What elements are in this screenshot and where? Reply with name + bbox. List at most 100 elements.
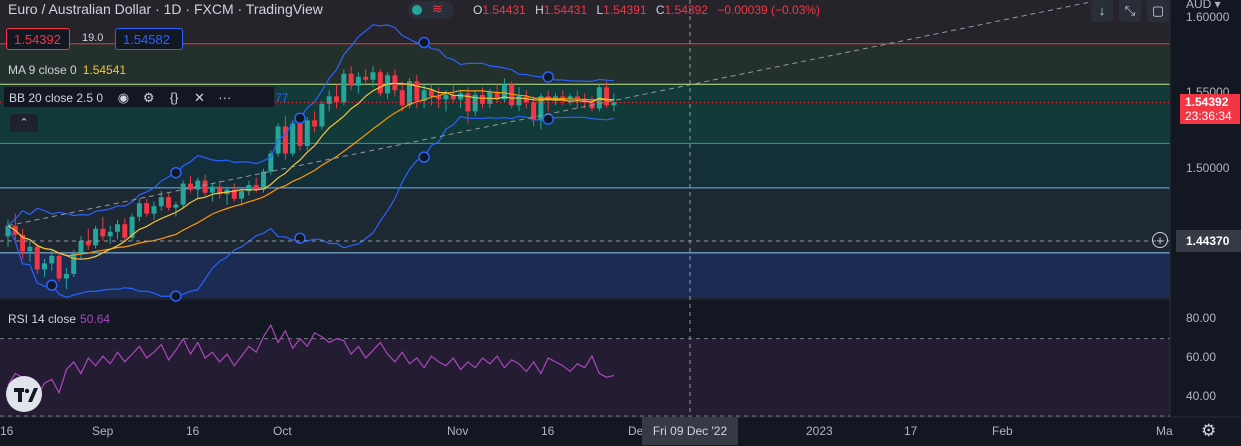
rsi-axis-label: 80.00 bbox=[1186, 311, 1217, 326]
candle-body bbox=[173, 204, 179, 208]
rsi-axis-label: 40.00 bbox=[1186, 388, 1217, 403]
rsi-band-fill bbox=[0, 338, 1170, 416]
close-icon[interactable]: ✕ bbox=[193, 90, 205, 105]
bb-upper-band bbox=[7, 24, 614, 227]
close-value: 1.54392 bbox=[664, 3, 708, 17]
candle-body bbox=[436, 96, 442, 100]
rsi-line bbox=[7, 323, 615, 398]
candle-body bbox=[421, 90, 427, 101]
candle-body bbox=[567, 96, 573, 100]
candle-body bbox=[246, 185, 252, 192]
currency-selector[interactable]: AUD ▾ bbox=[1186, 0, 1221, 11]
candle-body bbox=[480, 94, 485, 104]
candle-body bbox=[604, 87, 610, 106]
ma-legend[interactable]: MA 9 close 0 1.54541 bbox=[8, 63, 126, 77]
buy-button[interactable]: 1.54582 bbox=[115, 28, 183, 50]
candle-body bbox=[363, 76, 369, 80]
candle-body bbox=[304, 120, 310, 146]
candle-body bbox=[348, 73, 354, 86]
candle-body bbox=[253, 185, 259, 190]
candle-body bbox=[458, 93, 464, 100]
candle-body bbox=[297, 123, 303, 146]
candle-body bbox=[27, 246, 33, 252]
candle-body bbox=[20, 234, 26, 252]
fib-zone bbox=[0, 143, 1170, 188]
fib-zone bbox=[0, 43, 1170, 85]
candle-body bbox=[355, 76, 361, 86]
candle-body bbox=[71, 252, 77, 274]
market-status-toggle[interactable]: ≋ bbox=[408, 1, 454, 19]
gear-icon[interactable]: ⚙ bbox=[142, 90, 155, 105]
candle-body bbox=[144, 203, 150, 214]
open-value: 1.54431 bbox=[482, 3, 526, 17]
candle-body bbox=[494, 91, 500, 100]
high-label: H bbox=[535, 3, 544, 17]
candle-body bbox=[136, 203, 142, 217]
candle-body bbox=[209, 186, 215, 193]
add-alert-plus-icon[interactable]: + bbox=[1152, 232, 1168, 248]
candle-body bbox=[282, 126, 288, 154]
candle-body bbox=[560, 96, 566, 100]
eye-icon[interactable]: ◉ bbox=[117, 90, 130, 105]
candle-body bbox=[516, 96, 522, 106]
time-axis-label: 16 bbox=[0, 424, 14, 438]
candle-body bbox=[574, 96, 580, 100]
candle-body bbox=[202, 180, 208, 193]
tv-logo-icon bbox=[14, 388, 38, 402]
market-open-indicator bbox=[412, 5, 422, 15]
candle-body bbox=[56, 255, 62, 279]
time-axis-label: Feb bbox=[992, 424, 1013, 438]
candle-body bbox=[49, 255, 55, 264]
tradingview-logo[interactable] bbox=[6, 376, 42, 412]
candle-body bbox=[180, 183, 186, 205]
time-axis-label: Ma bbox=[1156, 424, 1173, 438]
candle-body bbox=[217, 186, 223, 195]
ma-line bbox=[7, 82, 614, 260]
candle-body bbox=[509, 84, 515, 106]
collapse-legend-button[interactable]: ⌃ bbox=[10, 114, 38, 132]
open-label: O bbox=[473, 3, 483, 17]
settings-gear-icon[interactable]: ⚙ bbox=[1201, 421, 1217, 440]
crosshair-date-tag: Fri 09 Dec '22 bbox=[642, 417, 738, 445]
candle-body bbox=[195, 180, 201, 190]
time-axis-label: Sep bbox=[92, 424, 114, 438]
candle-body bbox=[93, 228, 99, 246]
candle-body bbox=[63, 273, 69, 279]
bb-lower-band bbox=[7, 115, 615, 299]
candle-body bbox=[261, 171, 266, 190]
rsi-label: RSI 14 close bbox=[8, 312, 77, 326]
symbol-title[interactable]: Euro / Australian Dollar · 1D · FXCM · T… bbox=[8, 1, 323, 17]
ohlc-readout: O1.54431 H1.54431 L1.54391 C1.54392 −0.0… bbox=[467, 3, 820, 17]
candle-body bbox=[370, 72, 376, 80]
candle-body bbox=[5, 225, 11, 237]
candle-body bbox=[611, 102, 617, 106]
window-icon[interactable]: ▢ bbox=[1147, 0, 1169, 22]
rsi-axis-label: 60.00 bbox=[1186, 350, 1217, 364]
candle-body bbox=[538, 96, 544, 121]
more-icon[interactable]: ··· bbox=[218, 90, 232, 105]
time-axis-label: 2023 bbox=[806, 424, 833, 438]
candle-body bbox=[407, 81, 412, 106]
chevron-up-icon: ⌃ bbox=[19, 117, 29, 129]
candle-body bbox=[85, 240, 91, 246]
collapse-icon[interactable]: ⤡ bbox=[1119, 0, 1141, 22]
candle-body bbox=[239, 191, 245, 199]
braces-icon[interactable]: {} bbox=[169, 90, 179, 105]
arrow-down-icon[interactable]: ↓ bbox=[1091, 0, 1113, 22]
bb-legend[interactable]: BB 20 close 2.5 0 ◉ ⚙ {} ✕ ··· 77 bbox=[3, 86, 288, 108]
candle-body bbox=[151, 206, 157, 214]
bb-anchor-point bbox=[418, 151, 430, 163]
bb-basis-line bbox=[7, 89, 614, 257]
candle-body bbox=[443, 94, 449, 100]
candle-body bbox=[326, 96, 332, 104]
bb-anchor-point bbox=[170, 166, 182, 179]
bb-partial-value: 77 bbox=[275, 91, 289, 105]
rsi-legend[interactable]: RSI 14 close 50.64 bbox=[8, 312, 110, 326]
sell-button[interactable]: 1.54392 bbox=[6, 28, 70, 50]
low-label: L bbox=[596, 3, 604, 17]
candle-body bbox=[166, 197, 172, 208]
time-axis-label: 16 bbox=[186, 424, 200, 438]
candle-body bbox=[290, 123, 296, 154]
